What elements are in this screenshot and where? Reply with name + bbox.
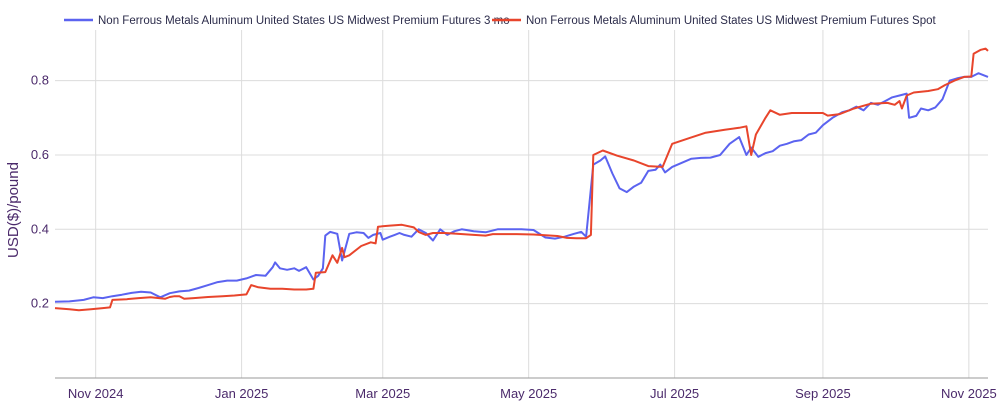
x-tick-label: Nov 2025 xyxy=(941,386,997,401)
legend-label-3mo: Non Ferrous Metals Aluminum United State… xyxy=(98,15,510,27)
legend: Non Ferrous Metals Aluminum United State… xyxy=(64,15,936,27)
y-tick-label: 0.4 xyxy=(31,221,49,236)
y-tick-label: 0.8 xyxy=(31,73,49,88)
x-tick-label: Nov 2024 xyxy=(68,386,124,401)
series-line-spot[interactable] xyxy=(54,47,989,312)
ticks-layer: 0.2 0.4 0.6 0.8 Nov 2024 Jan 2025 Mar 2025 May … xyxy=(31,73,997,401)
x-tick-label: Mar 2025 xyxy=(355,386,410,401)
x-tick-label: May 2025 xyxy=(500,386,557,401)
y-tick-label: 0.2 xyxy=(31,296,49,311)
series-layer xyxy=(54,47,989,312)
y-axis-title: USD($)/pound xyxy=(5,162,22,258)
grid-layer xyxy=(55,30,988,378)
x-tick-label: Sep 2025 xyxy=(795,386,851,401)
legend-label-spot: Non Ferrous Metals Aluminum United State… xyxy=(526,15,936,27)
x-tick-label: Jan 2025 xyxy=(215,386,269,401)
y-tick-label: 0.6 xyxy=(31,147,49,162)
series-line-3mo[interactable] xyxy=(54,72,989,303)
x-tick-label: Jul 2025 xyxy=(650,386,699,401)
legend-item-3mo[interactable]: Non Ferrous Metals Aluminum United State… xyxy=(64,15,510,27)
legend-item-spot[interactable]: Non Ferrous Metals Aluminum United State… xyxy=(492,15,936,27)
